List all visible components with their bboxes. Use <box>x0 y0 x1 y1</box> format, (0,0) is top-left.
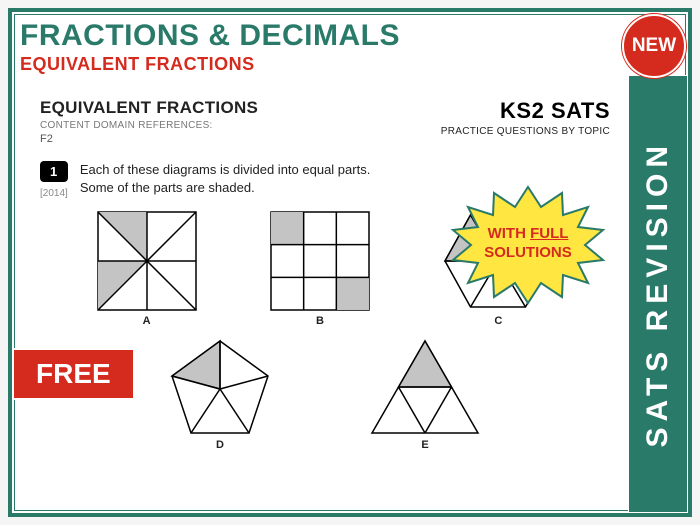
main-title: FRACTIONS & DECIMALS <box>20 20 610 52</box>
worksheet-code: F2 <box>40 133 258 145</box>
pentagon-icon <box>170 339 270 435</box>
diagram-a-label: A <box>143 315 151 327</box>
worksheet-right-sub: PRACTICE QUESTIONS BY TOPIC <box>441 126 610 137</box>
question-meta: 1 [2014] <box>40 161 68 199</box>
question-year: [2014] <box>40 188 68 199</box>
diagram-e-label: E <box>421 439 428 451</box>
triangle-4-icon <box>370 339 480 435</box>
question-number: 1 <box>40 161 68 182</box>
diagram-e: E <box>370 339 480 451</box>
diagram-d-label: D <box>216 439 224 451</box>
starburst-line1a: WITH <box>488 225 531 242</box>
header: FRACTIONS & DECIMALS EQUIVALENT FRACTION… <box>20 20 610 75</box>
starburst-badge: WITH FULL SOLUTIONS <box>448 185 608 305</box>
worksheet-header-left: EQUIVALENT FRACTIONS CONTENT DOMAIN REFE… <box>40 98 258 145</box>
diagram-b: B <box>270 211 370 327</box>
worksheet-subtitle: CONTENT DOMAIN REFERENCES: <box>40 120 258 131</box>
worksheet-header: EQUIVALENT FRACTIONS CONTENT DOMAIN REFE… <box>40 98 610 145</box>
diagram-a: A <box>97 211 197 327</box>
question-line2: Some of the parts are shaded. <box>80 179 371 197</box>
worksheet-title: EQUIVALENT FRACTIONS <box>40 98 258 118</box>
starburst-text: WITH FULL SOLUTIONS <box>448 225 608 263</box>
diagram-b-label: B <box>316 315 324 327</box>
starburst-line2: SOLUTIONS <box>484 244 572 261</box>
question-line1: Each of these diagrams is divided into e… <box>80 161 371 179</box>
question-text: Each of these diagrams is divided into e… <box>80 161 371 197</box>
grid-3x3-icon <box>270 211 370 311</box>
free-badge: FREE <box>12 348 135 400</box>
subtitle: EQUIVALENT FRACTIONS <box>20 54 610 75</box>
diagram-c-label: C <box>494 315 502 327</box>
square-diagonals-icon <box>97 211 197 311</box>
diagram-d: D <box>170 339 270 451</box>
starburst-line1b: FULL <box>530 225 568 242</box>
worksheet-header-right: KS2 SATS PRACTICE QUESTIONS BY TOPIC <box>441 98 610 145</box>
side-tab: SATS REVISION <box>628 75 688 513</box>
new-badge: NEW <box>622 14 686 78</box>
side-tab-text: SATS REVISION <box>641 140 675 447</box>
worksheet-right-title: KS2 SATS <box>441 98 610 124</box>
